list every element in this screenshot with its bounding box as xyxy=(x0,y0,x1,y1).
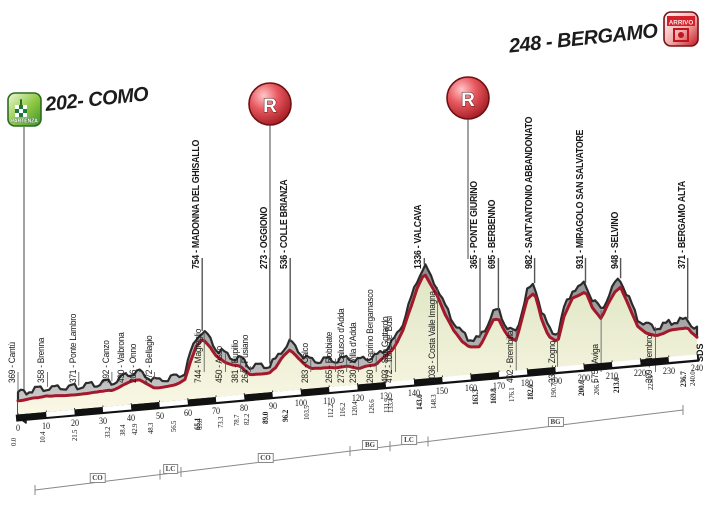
svg-text:ARRIVO: ARRIVO xyxy=(669,20,694,27)
svg-text:PARTENZA: PARTENZA xyxy=(11,119,38,125)
svg-text:202- COMO: 202- COMO xyxy=(43,83,150,116)
svg-text:R: R xyxy=(263,96,277,117)
svg-text:R: R xyxy=(461,90,475,111)
svg-text:248 - BERGAMO: 248 - BERGAMO xyxy=(507,20,660,58)
